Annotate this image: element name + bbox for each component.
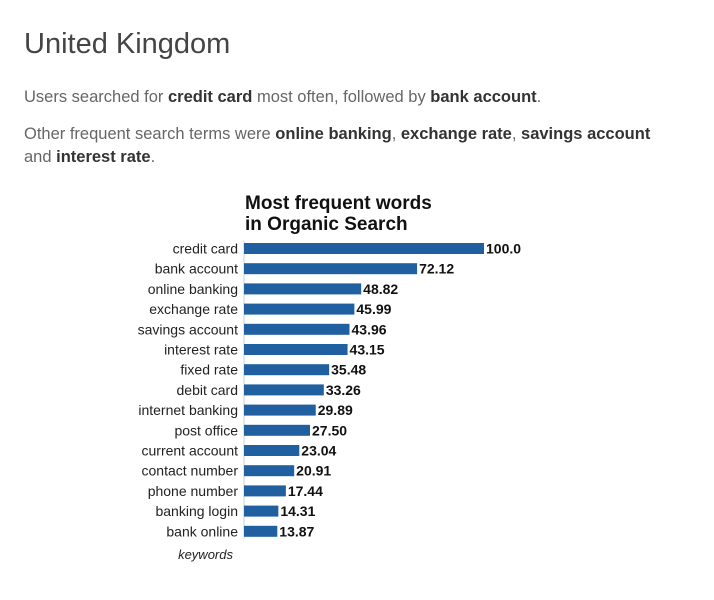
highlight-term: savings account <box>521 125 651 143</box>
chart-title-line-1: Most frequent words <box>245 193 432 214</box>
value-label: 29.89 <box>318 402 353 418</box>
summary-text: . <box>536 88 542 106</box>
category-label: banking login <box>155 503 238 519</box>
summary-text: most often, followed by <box>252 88 431 106</box>
value-label: 20.91 <box>296 463 331 479</box>
category-label: credit card <box>173 241 238 257</box>
highlight-term: online banking <box>275 125 392 143</box>
highlight-term: bank account <box>430 88 537 106</box>
summary-text: Users searched for <box>24 88 168 106</box>
summary-text: Other frequent search terms were <box>24 125 276 143</box>
bar <box>244 525 278 537</box>
chart-title: Most frequent words in Organic Search <box>245 193 432 235</box>
value-label: 72.12 <box>419 261 454 277</box>
value-label: 100.0 <box>486 241 521 257</box>
value-label: 45.99 <box>356 301 391 317</box>
category-label: contact number <box>142 463 239 479</box>
summary-text: and <box>24 148 57 166</box>
bar <box>244 283 362 295</box>
y-axis-label: keywords <box>178 547 233 562</box>
summary-text: , <box>391 125 401 143</box>
highlight-term: exchange rate <box>400 125 512 143</box>
value-label: 43.15 <box>350 342 385 358</box>
bar <box>244 424 310 436</box>
bar <box>244 445 300 456</box>
value-label: 23.04 <box>301 443 336 459</box>
bar <box>244 404 316 416</box>
value-label: 13.87 <box>279 523 314 539</box>
bar <box>244 384 324 396</box>
bar <box>244 364 330 376</box>
value-label: 27.50 <box>312 422 347 438</box>
value-label: 14.31 <box>280 503 315 519</box>
value-label: 48.82 <box>363 281 398 297</box>
chart-title-line-2: in Organic Search <box>245 214 408 235</box>
summary-text: , <box>511 125 522 143</box>
bar <box>244 263 418 275</box>
summary-paragraph-1: Users searched for credit card most ofte… <box>24 86 684 109</box>
category-label: current account <box>142 443 239 459</box>
bar <box>244 505 279 517</box>
category-label: online banking <box>148 281 238 297</box>
category-label: post office <box>174 422 238 438</box>
highlight-term: interest rate <box>56 148 151 166</box>
category-label: phone number <box>148 483 239 499</box>
value-label: 43.96 <box>352 321 387 337</box>
category-label: interest rate <box>164 342 238 358</box>
category-label: savings account <box>138 321 239 337</box>
summary-paragraph-2: Other frequent search terms were online … <box>24 123 684 169</box>
summary-text: . <box>150 148 156 166</box>
value-label: 33.26 <box>326 382 361 398</box>
highlight-term: credit card <box>167 88 253 106</box>
category-label: debit card <box>177 382 238 398</box>
bar <box>244 344 348 355</box>
category-label: internet banking <box>138 402 238 418</box>
bar <box>244 465 295 477</box>
category-label: exchange rate <box>149 301 238 317</box>
page-title: United Kingdom <box>24 28 231 60</box>
value-label: 35.48 <box>331 362 366 378</box>
bar <box>244 485 286 497</box>
category-label: bank online <box>166 523 238 539</box>
bar <box>244 323 350 335</box>
bar <box>244 243 484 254</box>
category-label: fixed rate <box>180 362 238 378</box>
bar <box>244 303 355 315</box>
value-label: 17.44 <box>288 483 323 499</box>
category-label: bank account <box>155 261 238 277</box>
